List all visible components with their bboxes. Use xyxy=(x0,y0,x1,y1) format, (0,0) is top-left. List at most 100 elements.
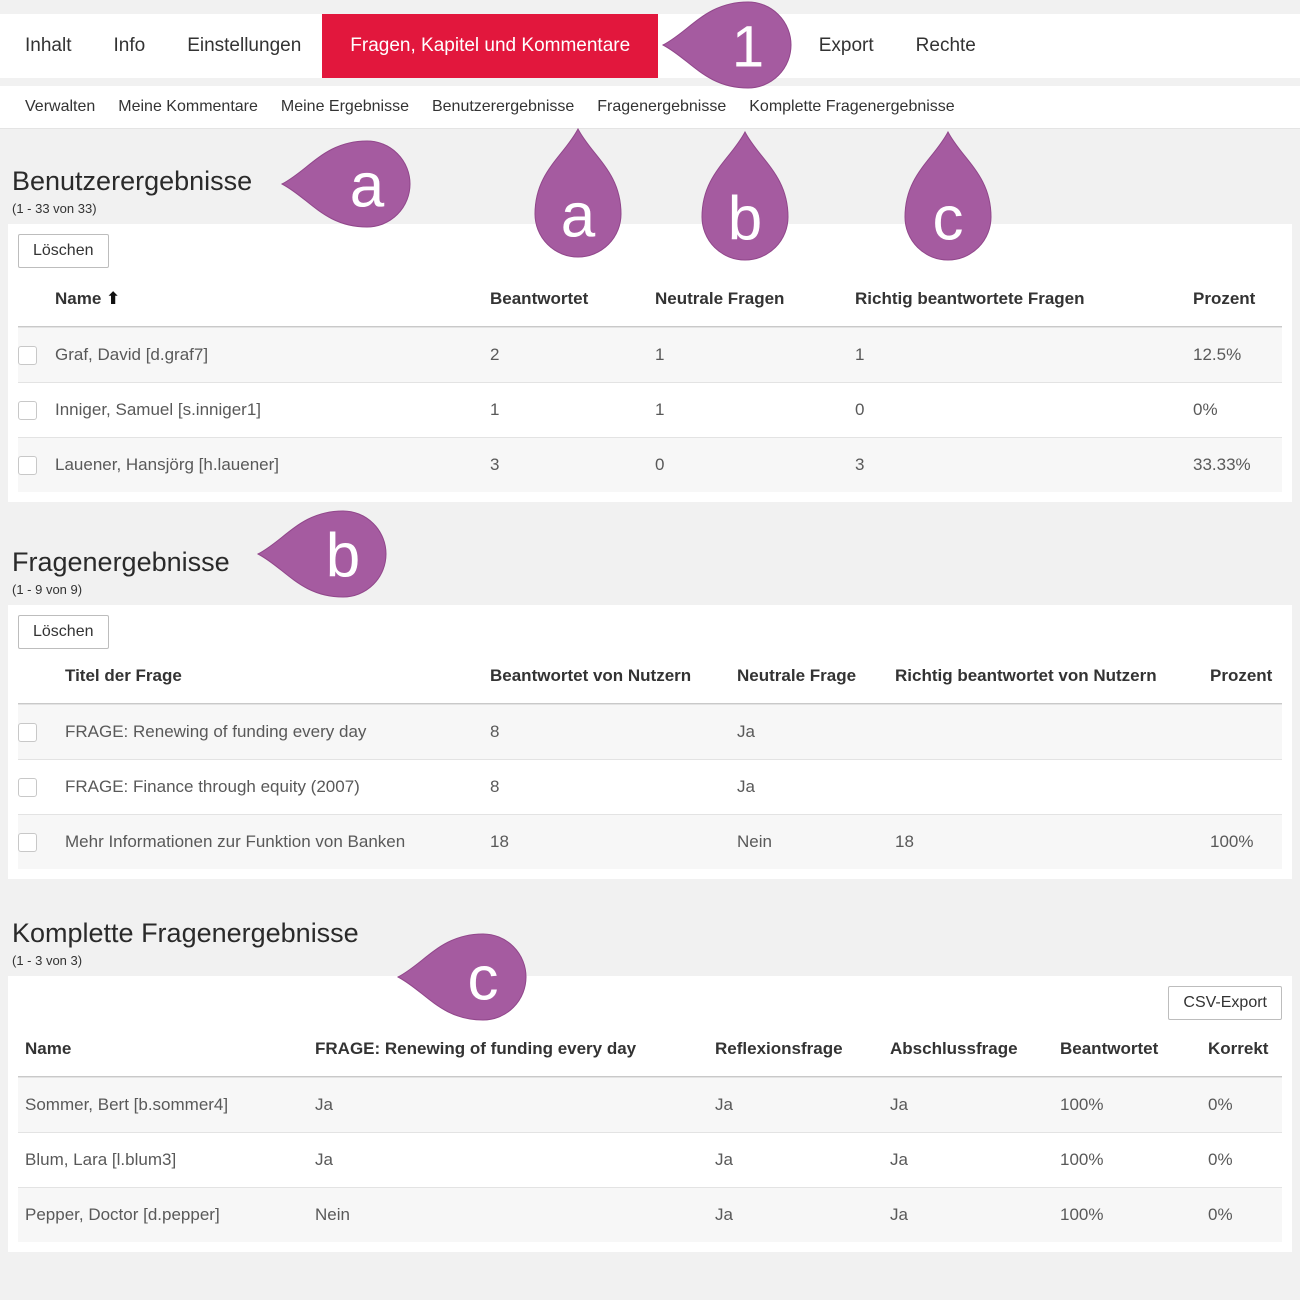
user-name: Pepper, Doctor [d.pepper] xyxy=(25,1205,220,1224)
answered-count: 2 xyxy=(490,345,500,364)
answered-by-users: 8 xyxy=(490,777,500,796)
tab-rechte[interactable]: Rechte xyxy=(915,35,976,56)
answered-count: 1 xyxy=(490,400,500,419)
column-header-reflexionsfrage: Reflexionsfrage xyxy=(715,1039,843,1058)
secondary-tab-bar: Verwalten Meine Kommentare Meine Ergebni… xyxy=(0,86,1300,129)
row-checkbox[interactable] xyxy=(18,778,37,798)
section-fragenergebnisse: Fragenergebnisse (1 - 9 von 9) Löschen T… xyxy=(8,546,1292,879)
abschlussfrage-value: Ja xyxy=(890,1150,908,1169)
subtab-meine-ergebnisse[interactable]: Meine Ergebnisse xyxy=(280,98,409,115)
column-header-richtig-beantwortete-fragen: Richtig beantwortete Fragen xyxy=(855,289,1085,308)
table-header-row: Titel der Frage Beantwortet von Nutzern … xyxy=(18,655,1282,704)
answered-by-users: 18 xyxy=(490,832,509,851)
page-top-spacer xyxy=(0,0,1300,14)
sort-ascending-icon: ⬆ xyxy=(106,289,121,308)
fragenergebnisse-table-panel: Löschen Titel der Frage Beantwortet von … xyxy=(8,605,1292,879)
table-row: Mehr Informationen zur Funktion von Bank… xyxy=(18,814,1282,869)
percent-value: 100% xyxy=(1210,832,1254,851)
tab-export[interactable]: Export xyxy=(818,35,874,56)
table-header-row: Name FRAGE: Renewing of funding every da… xyxy=(18,1024,1282,1077)
table-row: Blum, Lara [l.blum3] Ja Ja Ja 100% 0% xyxy=(18,1132,1282,1187)
tab-fragen-kapitel-kommentare-active[interactable]: Fragen, Kapitel und Kommentare xyxy=(322,14,659,78)
correct-count: 3 xyxy=(855,455,865,474)
column-header-prozent: Prozent xyxy=(1193,289,1256,308)
column-header-beantwortet-von-nutzern: Beantwortet von Nutzern xyxy=(490,666,692,685)
column-header-frage-renewing: FRAGE: Renewing of funding every day xyxy=(315,1039,637,1058)
row-checkbox[interactable] xyxy=(18,401,37,421)
column-header-abschlussfrage: Abschlussfrage xyxy=(890,1039,1018,1058)
subtab-verwalten[interactable]: Verwalten xyxy=(25,98,96,115)
neutral-count: 1 xyxy=(655,400,665,419)
delete-button[interactable]: Löschen xyxy=(18,234,109,268)
tab-inhalt[interactable]: Inhalt xyxy=(25,35,72,56)
column-header-name-label: Name xyxy=(55,289,102,308)
answered-count: 3 xyxy=(490,455,500,474)
subtab-komplette-fragenergebnisse[interactable]: Komplette Fragenergebnisse xyxy=(749,98,955,115)
correct-by-users: 18 xyxy=(895,832,914,851)
frage-renewing-value: Nein xyxy=(315,1205,350,1224)
table-row: Sommer, Bert [b.sommer4] Ja Ja Ja 100% 0… xyxy=(18,1077,1282,1132)
section-title-benutzerergebnisse: Benutzerergebnisse xyxy=(12,166,253,196)
csv-export-button[interactable]: CSV-Export xyxy=(1168,986,1282,1020)
subtab-fragenergebnisse[interactable]: Fragenergebnisse xyxy=(597,98,727,115)
result-count-komplette-fragenergebnisse: (1 - 3 von 3) xyxy=(12,953,83,968)
row-checkbox[interactable] xyxy=(18,456,37,476)
row-checkbox[interactable] xyxy=(18,346,37,366)
column-header-prozent: Prozent xyxy=(1210,666,1273,685)
percent-value: 33.33% xyxy=(1193,455,1251,474)
column-header-name[interactable]: Name ⬆ xyxy=(55,286,490,312)
reflexionsfrage-value: Ja xyxy=(715,1205,733,1224)
column-header-name: Name xyxy=(25,1039,72,1058)
tab-info[interactable]: Info xyxy=(113,35,146,56)
section-title-komplette-fragenergebnisse: Komplette Fragenergebnisse xyxy=(12,918,359,948)
subtab-meine-kommentare[interactable]: Meine Kommentare xyxy=(118,98,258,115)
user-name: Lauener, Hansjörg [h.lauener] xyxy=(55,455,279,474)
frage-renewing-value: Ja xyxy=(315,1150,333,1169)
question-title: FRAGE: Renewing of funding every day xyxy=(65,722,367,741)
komplette-fragenergebnisse-table-panel: CSV-Export Name FRAGE: Renewing of fundi… xyxy=(8,976,1292,1252)
section-komplette-fragenergebnisse: Komplette Fragenergebnisse (1 - 3 von 3)… xyxy=(8,917,1292,1252)
neutral-question: Ja xyxy=(737,722,755,741)
question-title: FRAGE: Finance through equity (2007) xyxy=(65,777,360,796)
table-row: Lauener, Hansjörg [h.lauener] 3 0 3 33.3… xyxy=(18,437,1282,492)
tab-einstellungen[interactable]: Einstellungen xyxy=(187,35,302,56)
korrekt-value: 0% xyxy=(1208,1150,1233,1169)
beantwortet-value: 100% xyxy=(1060,1150,1104,1169)
section-title-fragenergebnisse: Fragenergebnisse xyxy=(12,547,230,577)
frage-renewing-value: Ja xyxy=(315,1095,333,1114)
result-count-fragenergebnisse: (1 - 9 von 9) xyxy=(12,582,83,597)
neutral-count: 0 xyxy=(655,455,665,474)
row-checkbox[interactable] xyxy=(18,723,37,743)
column-header-richtig-beantwortet-von-nutzern: Richtig beantwortet von Nutzern xyxy=(895,666,1157,685)
neutral-count: 1 xyxy=(655,345,665,364)
primary-tab-bar: Inhalt Info Einstellungen Fragen, Kapite… xyxy=(0,14,1300,78)
neutral-question: Ja xyxy=(737,777,755,796)
tab-partially-hidden[interactable]: tt xyxy=(766,35,777,56)
abschlussfrage-value: Ja xyxy=(890,1095,908,1114)
question-title: Mehr Informationen zur Funktion von Bank… xyxy=(65,832,406,851)
user-name: Blum, Lara [l.blum3] xyxy=(25,1150,177,1169)
row-checkbox[interactable] xyxy=(18,833,37,853)
result-count-benutzerergebnisse: (1 - 33 von 33) xyxy=(12,201,97,216)
section-benutzerergebnisse: Benutzerergebnisse (1 - 33 von 33) Lösch… xyxy=(8,165,1292,502)
column-header-neutrale-fragen: Neutrale Fragen xyxy=(655,289,785,308)
nav-spacer xyxy=(0,78,1300,86)
beantwortet-value: 100% xyxy=(1060,1205,1104,1224)
korrekt-value: 0% xyxy=(1208,1095,1233,1114)
table-row: Graf, David [d.graf7] 2 1 1 12.5% xyxy=(18,327,1282,382)
correct-count: 1 xyxy=(855,345,865,364)
column-header-titel-der-frage[interactable]: Titel der Frage xyxy=(65,666,182,685)
table-row: Pepper, Doctor [d.pepper] Nein Ja Ja 100… xyxy=(18,1187,1282,1242)
reflexionsfrage-value: Ja xyxy=(715,1095,733,1114)
table-row: FRAGE: Finance through equity (2007) 8 J… xyxy=(18,759,1282,814)
percent-value: 12.5% xyxy=(1193,345,1242,364)
column-header-neutrale-frage: Neutrale Frage xyxy=(737,666,857,685)
korrekt-value: 0% xyxy=(1208,1205,1233,1224)
reflexionsfrage-value: Ja xyxy=(715,1150,733,1169)
column-header-korrekt: Korrekt xyxy=(1208,1039,1269,1058)
delete-button[interactable]: Löschen xyxy=(18,615,109,649)
percent-value: 0% xyxy=(1193,400,1218,419)
subtab-benutzerergebnisse[interactable]: Benutzerergebnisse xyxy=(431,98,575,115)
correct-count: 0 xyxy=(855,400,865,419)
user-name: Sommer, Bert [b.sommer4] xyxy=(25,1095,229,1114)
